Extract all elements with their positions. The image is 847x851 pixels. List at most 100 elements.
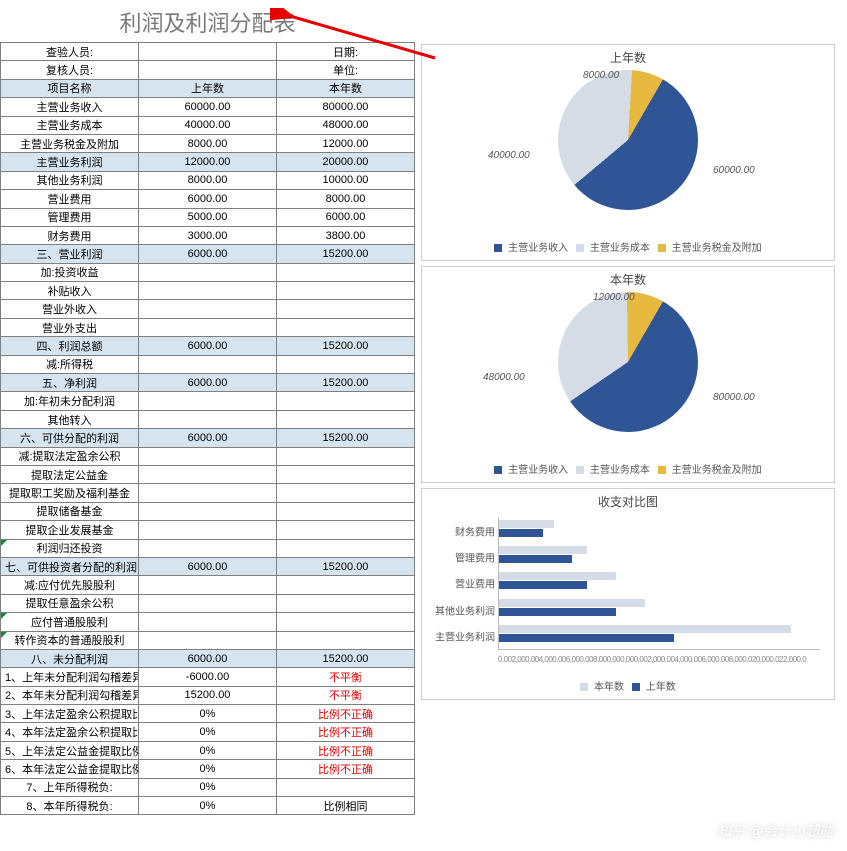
bar-chart: 财务费用管理费用营业费用其他业务利润主营业务利润 xyxy=(498,518,820,650)
row-name: 3、上年法定盈余公积提取比例: xyxy=(1,705,139,723)
row-name: 管理费用 xyxy=(1,208,139,226)
row-name: 减:所得税 xyxy=(1,355,139,373)
pie-curr-chart xyxy=(558,292,698,432)
row-name: 查验人员: xyxy=(1,43,139,61)
bar-cat-label: 主营业务利润 xyxy=(435,628,499,643)
row-prev: 0% xyxy=(139,741,277,759)
row-prev xyxy=(139,61,277,79)
row-name: 主营业务收入 xyxy=(1,98,139,116)
bar-cat-label: 其他业务利润 xyxy=(435,602,499,617)
pie-label: 8000.00 xyxy=(583,70,619,81)
legend-item: 主营业务成本 xyxy=(576,461,650,476)
row-name: 7、上年所得税负: xyxy=(1,778,139,796)
pie-label: 40000.00 xyxy=(488,150,530,161)
row-curr xyxy=(277,631,415,649)
watermark: 知乎 @会计小超能 xyxy=(717,821,833,841)
row-name: 其他转入 xyxy=(1,410,139,428)
row-prev: 0% xyxy=(139,723,277,741)
row-name: 复核人员: xyxy=(1,61,139,79)
row-curr xyxy=(277,263,415,281)
row-prev: 15200.00 xyxy=(139,686,277,704)
row-name: 1、上年未分配利润勾稽差异: xyxy=(1,668,139,686)
row-name: 营业外支出 xyxy=(1,318,139,336)
row-prev: 8000.00 xyxy=(139,171,277,189)
row-name: 8、本年所得税负: xyxy=(1,797,139,815)
row-prev xyxy=(139,355,277,373)
row-name: 应付普通股股利 xyxy=(1,613,139,631)
bar-prev xyxy=(499,608,616,616)
pie-curr-title: 本年数 xyxy=(428,271,828,288)
row-prev: -6000.00 xyxy=(139,668,277,686)
row-prev: 6000.00 xyxy=(139,374,277,392)
row-prev xyxy=(139,594,277,612)
row-curr: 8000.00 xyxy=(277,190,415,208)
row-prev: 上年数 xyxy=(139,79,277,97)
legend-item: 本年数 xyxy=(580,678,624,693)
row-name: 利润归还投资 xyxy=(1,539,139,557)
pie-label: 80000.00 xyxy=(713,392,755,403)
row-prev xyxy=(139,392,277,410)
row-name: 其他业务利润 xyxy=(1,171,139,189)
pie-prev-title: 上年数 xyxy=(428,49,828,66)
row-prev xyxy=(139,410,277,428)
bar-cat-label: 管理费用 xyxy=(455,550,499,565)
row-name: 转作资本的普通股股利 xyxy=(1,631,139,649)
row-curr xyxy=(277,300,415,318)
row-curr: 20000.00 xyxy=(277,153,415,171)
bar-cat-label: 营业费用 xyxy=(455,576,499,591)
row-curr: 15200.00 xyxy=(277,245,415,263)
row-prev: 0% xyxy=(139,778,277,796)
row-name: 加:投资收益 xyxy=(1,263,139,281)
row-curr xyxy=(277,594,415,612)
row-prev: 6000.00 xyxy=(139,337,277,355)
row-prev xyxy=(139,631,277,649)
row-curr xyxy=(277,282,415,300)
bar-curr xyxy=(499,572,616,580)
row-name: 提取法定公益金 xyxy=(1,465,139,483)
row-curr xyxy=(277,521,415,539)
profit-table: 查验人员:日期:复核人员:单位:项目名称上年数本年数主营业务收入60000.00… xyxy=(0,42,415,815)
legend-item: 主营业务税金及附加 xyxy=(658,239,762,254)
row-name: 六、可供分配的利润 xyxy=(1,429,139,447)
row-name: 七、可供投资者分配的利润 xyxy=(1,557,139,575)
bar-prev xyxy=(499,581,587,589)
bar-curr xyxy=(499,599,645,607)
row-name: 主营业务税金及附加 xyxy=(1,134,139,152)
row-prev: 60000.00 xyxy=(139,98,277,116)
row-curr xyxy=(277,355,415,373)
row-curr: 比例不正确 xyxy=(277,723,415,741)
row-prev: 12000.00 xyxy=(139,153,277,171)
row-prev: 6000.00 xyxy=(139,649,277,667)
row-prev xyxy=(139,576,277,594)
charts-panel: 上年数 60000.00 40000.00 8000.00 主营业务收入 主营业… xyxy=(415,42,835,815)
row-curr: 15200.00 xyxy=(277,374,415,392)
row-name: 提取职工奖励及福利基金 xyxy=(1,484,139,502)
row-prev xyxy=(139,465,277,483)
bar-prev xyxy=(499,555,572,563)
row-prev: 6000.00 xyxy=(139,190,277,208)
row-curr: 不平衡 xyxy=(277,668,415,686)
row-curr xyxy=(277,778,415,796)
row-prev: 0% xyxy=(139,797,277,815)
bar-curr xyxy=(499,625,791,633)
row-curr: 15200.00 xyxy=(277,649,415,667)
row-curr xyxy=(277,576,415,594)
row-name: 三、营业利润 xyxy=(1,245,139,263)
bar-curr xyxy=(499,520,554,528)
row-name: 八、未分配利润 xyxy=(1,649,139,667)
legend-item: 主营业务税金及附加 xyxy=(658,461,762,476)
row-prev xyxy=(139,300,277,318)
row-curr: 15200.00 xyxy=(277,557,415,575)
row-prev: 6000.00 xyxy=(139,245,277,263)
row-prev: 6000.00 xyxy=(139,557,277,575)
bar-xticks: 0.002,000.004,000.006,000.008,000.000,00… xyxy=(498,655,820,664)
row-prev xyxy=(139,447,277,465)
pie-label: 48000.00 xyxy=(483,372,525,383)
row-name: 提取储备基金 xyxy=(1,502,139,520)
table-panel: 查验人员:日期:复核人员:单位:项目名称上年数本年数主营业务收入60000.00… xyxy=(0,42,415,815)
bar-curr xyxy=(499,546,587,554)
row-name: 主营业务成本 xyxy=(1,116,139,134)
legend-item: 上年数 xyxy=(632,678,676,693)
row-prev xyxy=(139,484,277,502)
row-prev: 40000.00 xyxy=(139,116,277,134)
